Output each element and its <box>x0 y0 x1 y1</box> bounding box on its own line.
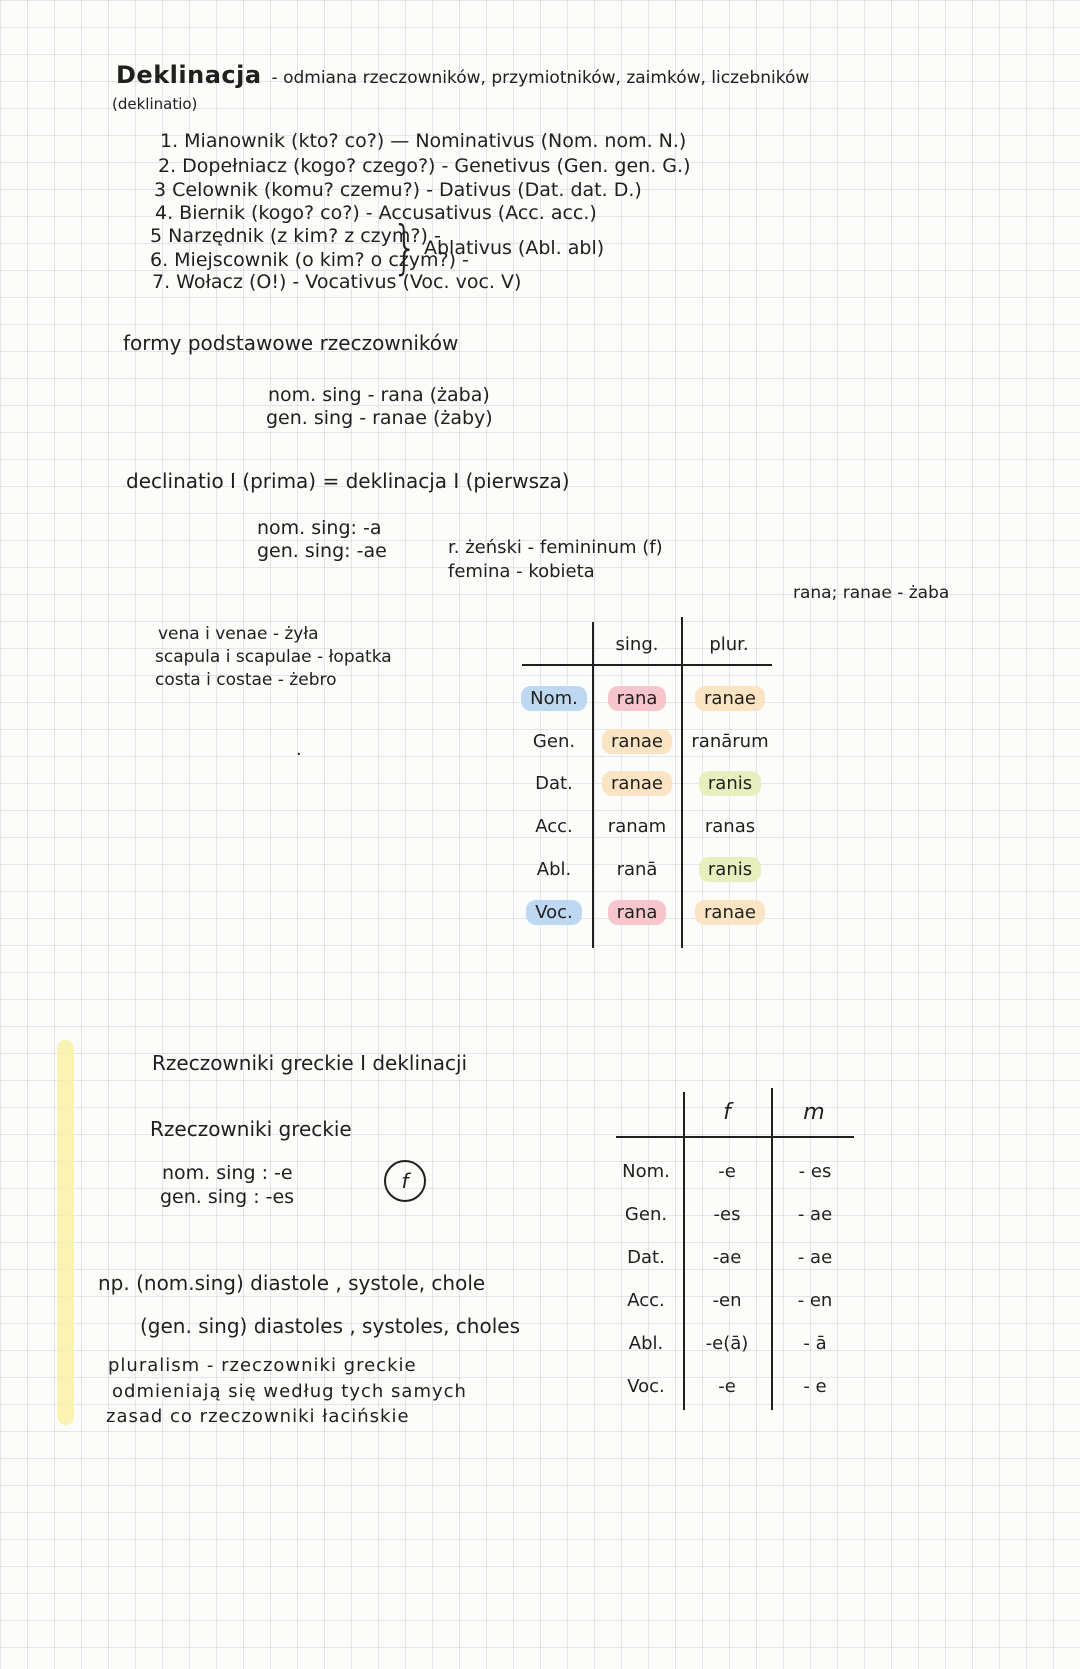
case-line-4: 4. Biernik (kogo? co?) - Accusativus (Ac… <box>155 202 597 224</box>
greek-row-label-nom: Nom. <box>622 1161 670 1182</box>
col-header-plur: plur. <box>709 634 749 655</box>
greek-examples-nom: np. (nom.sing) diastole , systole, chole <box>98 1271 486 1295</box>
greek-cell-acc-m: - en <box>797 1290 833 1311</box>
col-header-m: m <box>803 1100 825 1125</box>
pluralism-note-line-2: odmieniają się według tych samych <box>112 1381 467 1402</box>
row-label-acc: Acc. <box>535 816 573 837</box>
greek-cell-dat-m: - ae <box>797 1247 833 1268</box>
greek-nom-ending: nom. sing : -e <box>162 1162 293 1184</box>
case-line-1: 1. Mianownik (kto? co?) — Nominativus (N… <box>160 130 687 152</box>
rana-example: rana; ranae - żaba <box>793 583 950 603</box>
formy-heading: formy podstawowe rzeczowników <box>123 331 459 355</box>
greek-cell-abl-f: -e(ā) <box>705 1333 749 1354</box>
row-label-gen: Gen. <box>532 731 576 752</box>
row-label-abl: Abl. <box>536 859 572 880</box>
cell-nom-plur: ranae <box>685 686 775 711</box>
greek-gen-ending: gen. sing : -es <box>160 1186 295 1208</box>
greek-cell-dat-f: -ae <box>712 1247 742 1268</box>
greek-heading: Rzeczowniki greckie I deklinacji <box>152 1051 468 1075</box>
greek-row-label-abl: Abl. <box>628 1333 664 1354</box>
page-title: Deklinacja <box>116 61 262 89</box>
cell-voc-plur: ranae <box>685 900 775 925</box>
circled-f-mark: f <box>384 1160 426 1202</box>
ablativus-label: Ablativus (Abl. abl) <box>424 237 605 259</box>
case-line-2: 2. Dopełniacz (kogo? czego?) - Genetivus… <box>158 155 691 177</box>
page-header: Deklinacja - odmiana rzeczowników, przym… <box>116 61 810 90</box>
row-label-nom: Nom. <box>518 686 590 711</box>
table-vline <box>681 617 683 948</box>
margin-yellow-highlight <box>57 1040 74 1425</box>
page-subtitle: (deklinatio) <box>112 95 198 113</box>
pen-dot: . <box>296 739 302 760</box>
cell-voc-sing: rana <box>594 900 680 925</box>
row-label-voc: Voc. <box>518 900 590 925</box>
table-hline <box>616 1136 854 1138</box>
cell-abl-plur: ranis <box>685 857 775 882</box>
case-line-6: 6. Miejscownik (o kim? o czym?) - <box>150 249 469 271</box>
greek-cell-acc-f: -en <box>712 1290 742 1311</box>
greek-cell-nom-f: -e <box>718 1161 736 1182</box>
brace-glyph: } <box>392 213 418 281</box>
pluralism-note-line-1: pluralism - rzeczowniki greckie <box>108 1355 417 1376</box>
cell-acc-sing: ranam <box>607 816 667 837</box>
cell-gen-sing: ranae <box>594 729 680 754</box>
table-vline <box>592 622 594 948</box>
cell-dat-plur: ranis <box>685 771 775 796</box>
table-hline <box>522 664 772 666</box>
vocab-line-2: scapula i scapulae - łopatka <box>155 647 392 667</box>
greek-cell-abl-m: - ā <box>803 1333 827 1354</box>
cell-acc-plur: ranas <box>704 816 756 837</box>
feminine-line-2: femina - kobieta <box>448 561 595 582</box>
feminine-line-1: r. żeński - femininum (f) <box>448 537 663 558</box>
vocab-line-3: costa i costae - żebro <box>155 670 337 690</box>
greek-cell-voc-f: -e <box>718 1376 736 1397</box>
greek-cell-nom-m: - es <box>798 1161 832 1182</box>
pluralism-note-line-3: zasad co rzeczowniki łacińskie <box>106 1406 410 1427</box>
decl-gen-ending: gen. sing: -ae <box>257 540 387 562</box>
case-line-7: 7. Wołacz (O!) - Vocativus (Voc. voc. V) <box>152 271 522 293</box>
greek-examples-gen: (gen. sing) diastoles , systoles, choles <box>140 1314 520 1338</box>
col-header-f: f <box>723 1100 731 1125</box>
case-line-5: 5 Narzędnik (z kim? z czym?) - <box>150 225 441 247</box>
greek-endings-table: f m Nom. -e - es Gen. -es - ae Dat. -ae … <box>612 1088 857 1418</box>
greek-row-label-gen: Gen. <box>624 1204 668 1225</box>
case-line-3: 3 Celownik (komu? czemu?) - Dativus (Dat… <box>154 179 642 201</box>
vocab-line-1: vena i venae - żyła <box>158 624 319 644</box>
decl-nom-ending: nom. sing: -a <box>257 517 382 539</box>
latin-declension-table: sing. plur. Nom. rana ranae Gen. ranae r… <box>518 612 776 952</box>
formy-nom-line: nom. sing - rana (żaba) <box>268 384 490 406</box>
table-vline <box>683 1092 685 1410</box>
greek-row-label-acc: Acc. <box>627 1290 665 1311</box>
cell-dat-sing: ranae <box>594 771 680 796</box>
cell-abl-sing: ranā <box>616 859 658 880</box>
greek-cell-gen-m: - ae <box>797 1204 833 1225</box>
col-header-sing: sing. <box>615 634 659 655</box>
greek-row-label-dat: Dat. <box>627 1247 665 1268</box>
greek-cell-gen-f: -es <box>713 1204 741 1225</box>
formy-gen-line: gen. sing - ranae (żaby) <box>266 407 493 429</box>
cell-gen-plur: ranārum <box>691 731 769 752</box>
cell-nom-sing: rana <box>594 686 680 711</box>
table-vline <box>771 1088 773 1410</box>
greek-row-label-voc: Voc. <box>627 1376 665 1397</box>
declinatio-heading: declinatio I (prima) = deklinacja I (pie… <box>126 469 570 493</box>
row-label-dat: Dat. <box>535 773 573 794</box>
greek-cell-voc-m: - e <box>803 1376 827 1397</box>
greek-subheading: Rzeczowniki greckie <box>150 1117 352 1141</box>
page-title-desc: - odmiana rzeczowników, przymiotników, z… <box>271 68 810 88</box>
